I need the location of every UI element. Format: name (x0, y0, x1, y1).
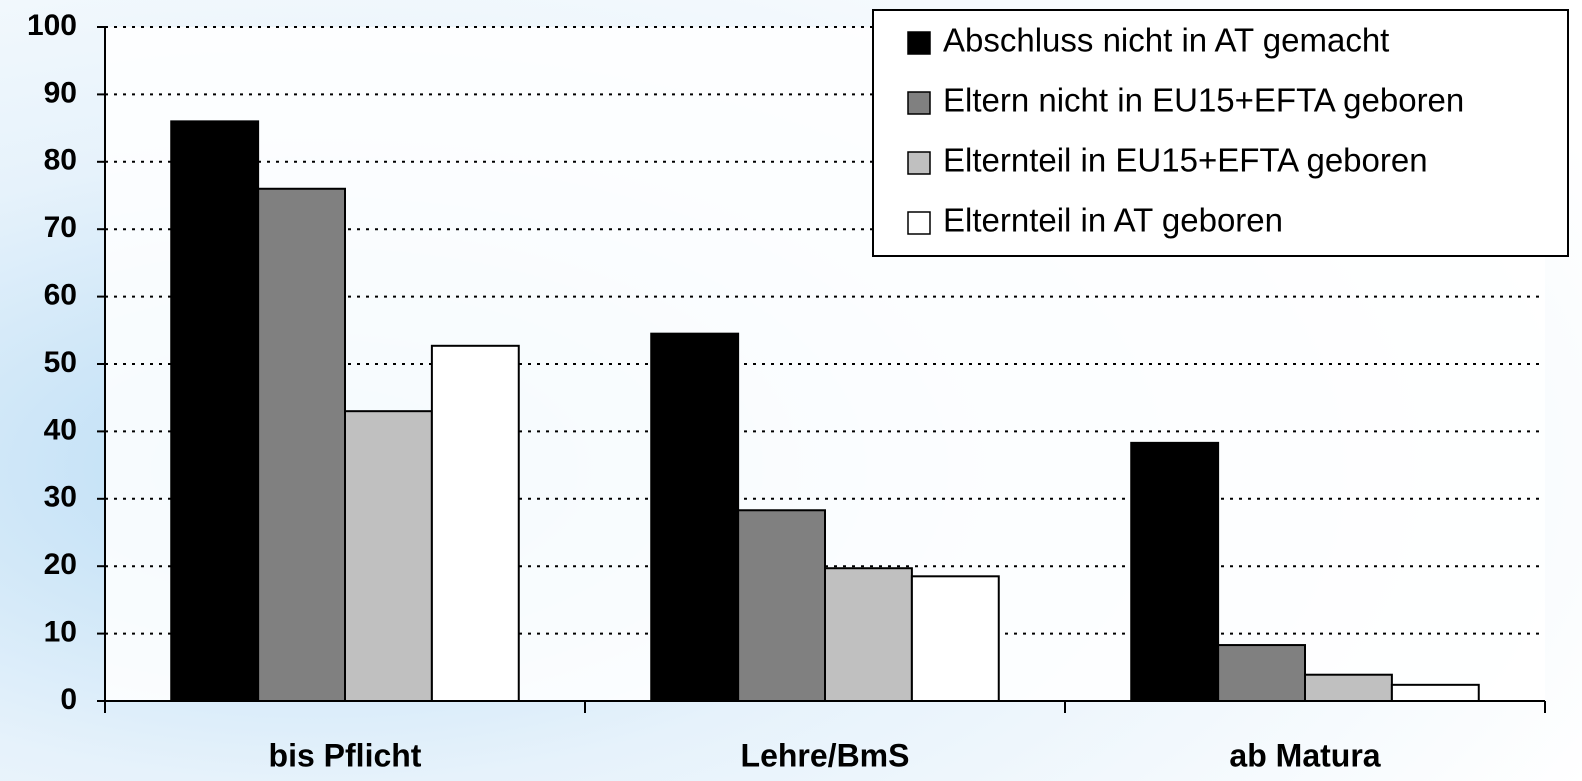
y-tick-label: 30 (44, 481, 77, 514)
legend-box (872, 9, 1569, 257)
legend-label: Eltern nicht in EU15+EFTA geboren (943, 82, 1464, 119)
legend-swatch (907, 151, 931, 175)
y-tick-label: 40 (44, 413, 77, 446)
bar (910, 575, 1000, 702)
legend-label: Elternteil in EU15+EFTA geboren (943, 142, 1428, 179)
bar (824, 567, 913, 702)
legend-swatch (907, 31, 931, 55)
y-tick-label: 80 (44, 144, 77, 177)
x-tick-label: Lehre/BmS (741, 737, 910, 773)
y-tick-label: 90 (44, 76, 77, 109)
bar (650, 332, 740, 702)
legend-label: Abschluss nicht in AT gemacht (943, 22, 1389, 59)
bar (257, 187, 346, 702)
y-tick-label: 0 (60, 683, 77, 716)
bar (1304, 673, 1393, 702)
bar (1217, 644, 1306, 702)
bar (430, 344, 520, 702)
bar (344, 410, 433, 702)
y-tick-label: 50 (44, 346, 77, 379)
bar (737, 509, 826, 702)
x-tick-label: ab Matura (1229, 737, 1380, 773)
y-tick-label: 70 (44, 211, 77, 244)
legend-swatch (907, 211, 931, 235)
y-tick-label: 60 (44, 279, 77, 312)
bar (1390, 683, 1480, 702)
y-tick-label: 100 (27, 9, 77, 42)
y-tick-label: 20 (44, 548, 77, 581)
x-tick-label: bis Pflicht (269, 737, 422, 773)
bar (170, 120, 260, 703)
legend-swatch (907, 91, 931, 115)
bar (1130, 441, 1220, 702)
legend-label: Elternteil in AT geboren (943, 202, 1283, 239)
y-tick-label: 10 (44, 616, 77, 649)
